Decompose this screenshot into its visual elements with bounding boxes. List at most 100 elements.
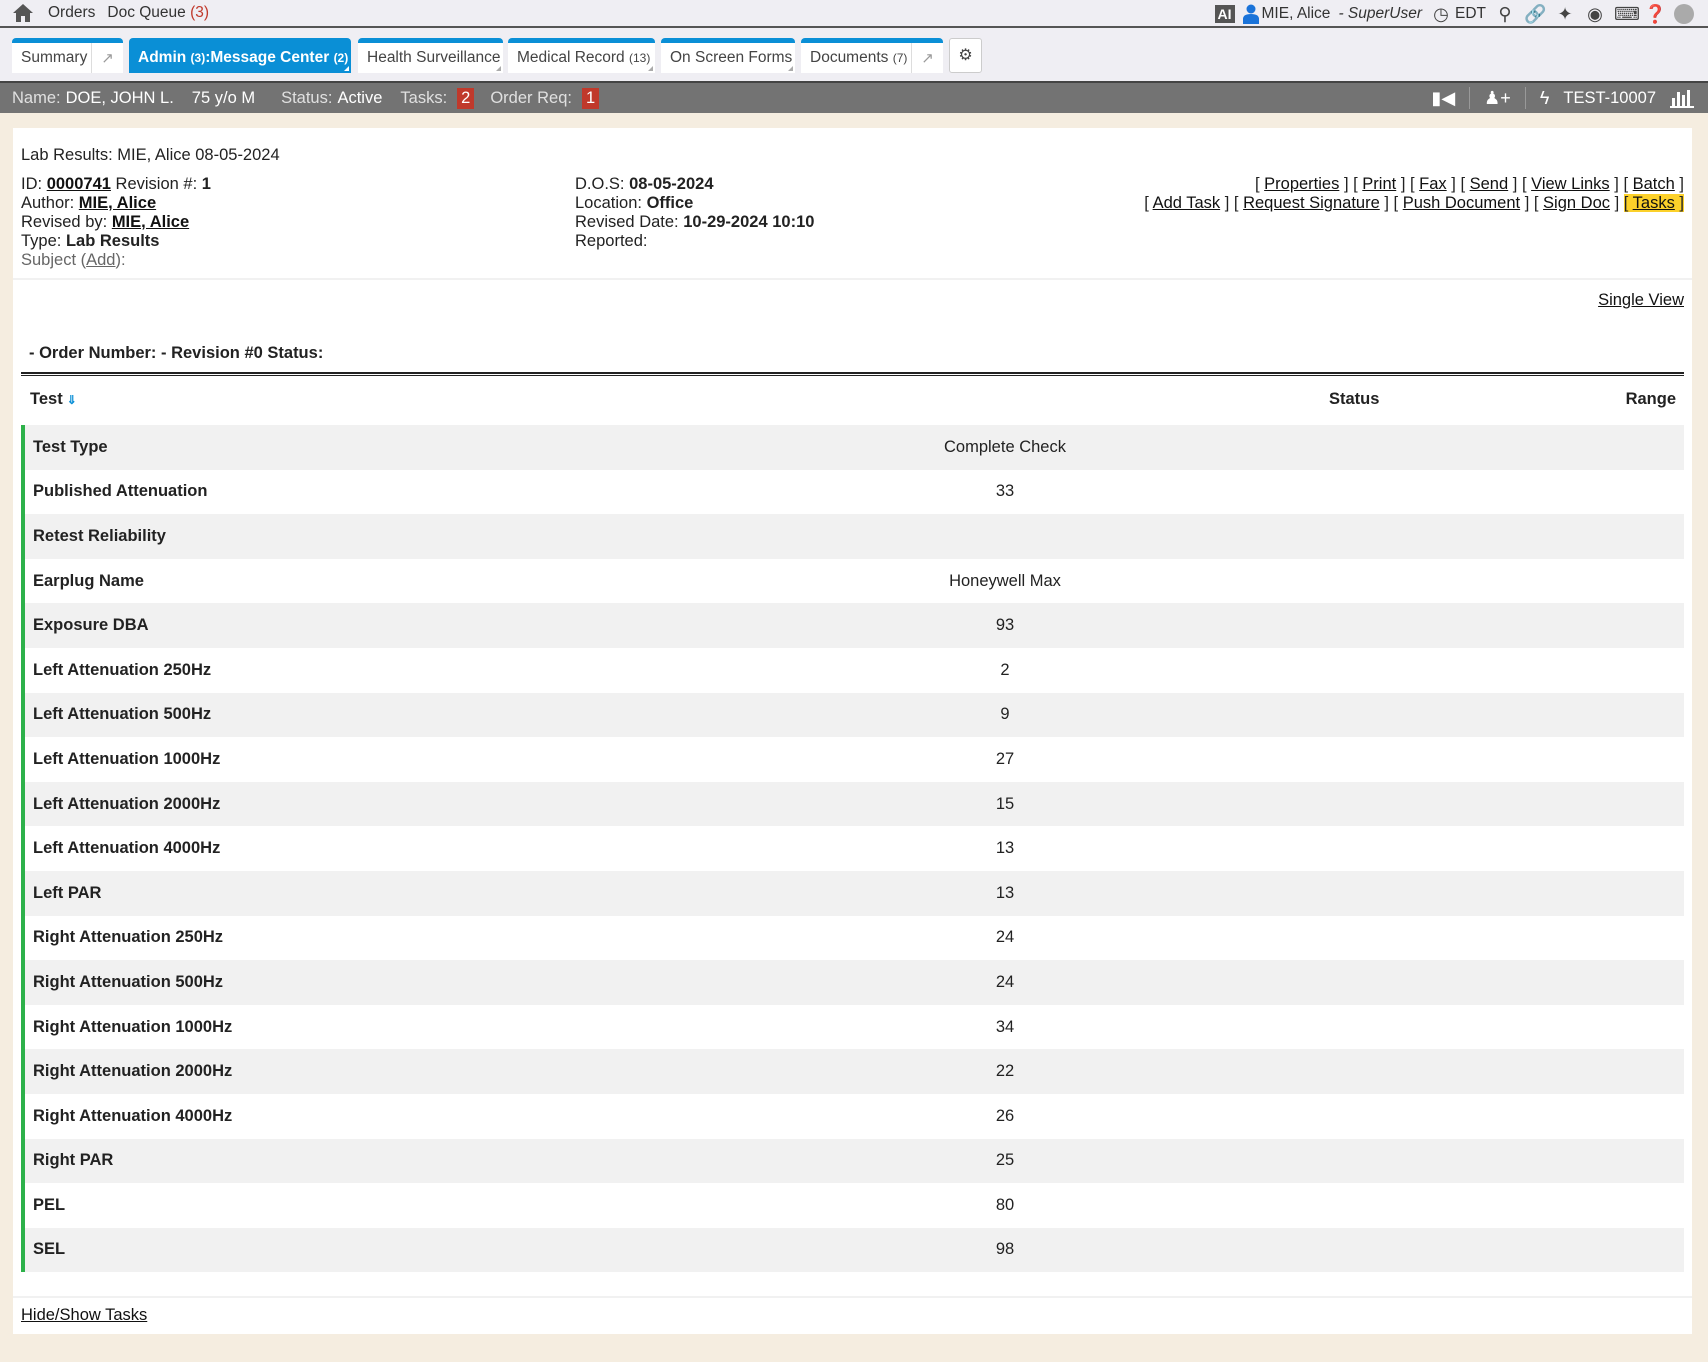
tab-label: Health Surveillance bbox=[367, 49, 501, 66]
tab-label: Summary bbox=[21, 49, 88, 66]
double-divider bbox=[21, 372, 1684, 376]
dos-label: D.O.S: bbox=[575, 175, 625, 193]
search-icon[interactable]: ⚲ bbox=[1498, 4, 1512, 24]
divider bbox=[13, 278, 1692, 280]
tab-on-screen-forms[interactable]: On Screen Forms bbox=[661, 38, 795, 73]
table-row: Test Type Complete Check bbox=[21, 425, 1684, 470]
keyboard-icon[interactable]: ⌨ bbox=[1614, 4, 1640, 24]
tab-medical-record[interactable]: Medical Record (13) bbox=[508, 38, 655, 73]
action-wrapper: [ Send ] bbox=[1460, 175, 1518, 193]
test-name: Right Attenuation 4000Hz bbox=[33, 1106, 233, 1125]
doc-queue-label: Doc Queue bbox=[107, 4, 186, 21]
revised-date-value: 10-29-2024 10:10 bbox=[683, 213, 815, 231]
tab-summary[interactable]: Summary ↗ bbox=[12, 38, 123, 73]
video-icon[interactable]: ▮◀ bbox=[1431, 87, 1456, 108]
action-properties-link[interactable]: Properties bbox=[1264, 175, 1340, 193]
order-req-label: Order Req: bbox=[490, 88, 572, 107]
bar-chart-icon[interactable] bbox=[1670, 88, 1694, 108]
home-icon[interactable] bbox=[12, 3, 34, 23]
tab-admin-message-center[interactable]: Admin (3):Message Center (2) bbox=[129, 38, 351, 73]
action-push-document-link[interactable]: Push Document bbox=[1402, 194, 1521, 212]
test-value: 33 bbox=[995, 482, 1015, 501]
test-value: 98 bbox=[995, 1240, 1015, 1259]
table-row: Right PAR 25 bbox=[21, 1138, 1684, 1184]
table-header: Test ⇓ Status Range bbox=[21, 390, 1684, 412]
status-dot-icon bbox=[1674, 4, 1694, 24]
link-icon[interactable]: 🔗 bbox=[1524, 4, 1547, 24]
add-user-icon[interactable]: ♟+ bbox=[1484, 87, 1511, 108]
document-title: Lab Results: MIE, Alice 08-05-2024 bbox=[21, 146, 280, 164]
order-req-badge[interactable]: 1 bbox=[581, 87, 600, 109]
test-name: Left PAR bbox=[33, 883, 102, 902]
test-name: Left Attenuation 2000Hz bbox=[33, 794, 221, 813]
action-send-link[interactable]: Send bbox=[1469, 175, 1509, 193]
patient-bar: Name: DOE, JOHN L. 75 y/o M Status: Active… bbox=[0, 81, 1708, 113]
table-row: PEL 80 bbox=[21, 1183, 1684, 1228]
action-tasks-link[interactable]: Tasks bbox=[1632, 194, 1675, 212]
add-subject-link[interactable]: Add bbox=[86, 251, 116, 269]
sort-chevron-icon[interactable]: ⇓ bbox=[66, 393, 77, 407]
patient-name: DOE, JOHN L. bbox=[65, 88, 174, 107]
table-row: Left Attenuation 250Hz 2 bbox=[21, 647, 1684, 693]
test-column-header[interactable]: Test ⇓ bbox=[30, 390, 77, 409]
tab-documents[interactable]: Documents (7) ↗ bbox=[801, 38, 943, 73]
document-id-link[interactable]: 0000741 bbox=[46, 175, 111, 193]
table-row: Right Attenuation 4000Hz 26 bbox=[21, 1093, 1684, 1139]
revision-label: Revision #: bbox=[115, 175, 198, 193]
action-view-links-link[interactable]: View Links bbox=[1531, 175, 1610, 193]
type-value: Lab Results bbox=[65, 232, 160, 250]
action-request-signature-link[interactable]: Request Signature bbox=[1243, 194, 1380, 212]
doc-queue-link[interactable]: Doc Queue (3) bbox=[107, 4, 209, 22]
reported-label: Reported: bbox=[575, 232, 648, 250]
action-add-task-link[interactable]: Add Task bbox=[1152, 194, 1221, 212]
user-role: - SuperUser bbox=[1338, 5, 1422, 22]
tab-count: (13) bbox=[629, 51, 651, 65]
test-value: 27 bbox=[995, 749, 1015, 768]
help-icon[interactable]: ❓ bbox=[1644, 4, 1667, 24]
tab-label: Documents bbox=[810, 49, 889, 66]
tab-count: (3) bbox=[190, 51, 206, 65]
test-value: 93 bbox=[995, 616, 1015, 635]
action-wrapper: [ Fax ] bbox=[1410, 175, 1456, 193]
ai-button[interactable]: AI bbox=[1214, 5, 1235, 23]
action-batch-link[interactable]: Batch bbox=[1632, 175, 1675, 193]
table-row: Left PAR 13 bbox=[21, 870, 1684, 916]
divider bbox=[1524, 87, 1526, 109]
single-view-link[interactable]: Single View bbox=[1598, 291, 1684, 309]
test-value: 9 bbox=[1000, 705, 1010, 724]
magic-wand-icon[interactable]: ✦ bbox=[1557, 4, 1573, 24]
action-wrapper: [ Tasks ] bbox=[1623, 194, 1684, 212]
action-wrapper: [ Request Signature ] bbox=[1233, 194, 1389, 212]
revised-by-link[interactable]: MIE, Alice bbox=[111, 213, 190, 231]
table-row: Published Attenuation 33 bbox=[21, 469, 1684, 515]
settings-gears-button[interactable]: ⚙ bbox=[949, 38, 982, 73]
action-fax-link[interactable]: Fax bbox=[1419, 175, 1447, 193]
table-row: Retest Reliability bbox=[21, 514, 1684, 559]
timezone[interactable]: ◷ EDT bbox=[1430, 3, 1486, 25]
tab-health-surveillance[interactable]: Health Surveillance bbox=[358, 38, 503, 73]
dos-value: 08-05-2024 bbox=[629, 175, 714, 193]
test-name: SEL bbox=[33, 1240, 66, 1259]
popout-icon[interactable]: ↗ bbox=[91, 43, 123, 73]
actions-row-1: [ Properties ] [ Print ] [ Fax ] [ Send … bbox=[1144, 175, 1684, 194]
orders-link[interactable]: Orders bbox=[48, 4, 96, 21]
document-panel: Lab Results: MIE, Alice 08-05-2024 ID: 0… bbox=[13, 128, 1692, 1334]
clock-icon: ◷ bbox=[1433, 4, 1449, 24]
action-sign-doc-link[interactable]: Sign Doc bbox=[1543, 194, 1610, 212]
corner-icon bbox=[648, 66, 653, 71]
patient-age: 75 y/o M bbox=[191, 88, 256, 107]
hide-show-tasks-link[interactable]: Hide/Show Tasks bbox=[21, 1306, 148, 1324]
lightning-icon[interactable]: ϟ bbox=[1539, 87, 1550, 108]
author-link[interactable]: MIE, Alice bbox=[78, 194, 157, 212]
gears-icon: ⚙ bbox=[958, 47, 973, 64]
tasks-badge[interactable]: 2 bbox=[457, 87, 475, 109]
action-print-link[interactable]: Print bbox=[1362, 175, 1397, 193]
test-name: PEL bbox=[33, 1195, 66, 1214]
user-menu[interactable]: MIE, Alice bbox=[1242, 4, 1330, 24]
divider bbox=[1469, 87, 1471, 109]
globe-icon[interactable]: ◉ bbox=[1587, 4, 1603, 24]
table-row: Right Attenuation 250Hz 24 bbox=[21, 915, 1684, 961]
popout-icon[interactable]: ↗ bbox=[911, 43, 943, 73]
test-name: Right Attenuation 1000Hz bbox=[33, 1017, 233, 1036]
divider bbox=[13, 1296, 1692, 1298]
